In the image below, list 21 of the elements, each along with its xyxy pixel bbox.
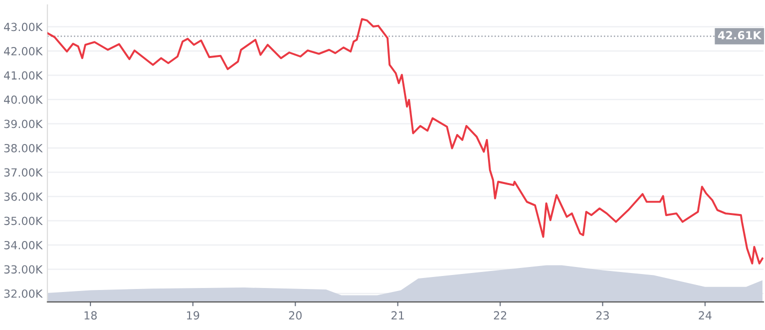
y-tick-label: 34.00K	[4, 240, 43, 250]
x-tick-label: 20	[289, 311, 302, 320]
y-tick-label: 39.00K	[4, 120, 43, 128]
x-tick-label: 18	[84, 311, 97, 320]
x-tick-label: 23	[596, 311, 609, 320]
y-tick-label: 43.00K	[4, 22, 43, 32]
y-tick-label: 38.00K	[4, 144, 43, 152]
x-tick-label: 22	[494, 311, 506, 320]
y-tick-label: 41.00K	[4, 71, 43, 80]
y-tick-label: 40.00K	[4, 95, 43, 104]
ref-line-label: 42.61K	[718, 31, 762, 40]
y-tick-label: 42.00K	[4, 46, 43, 56]
y-tick-label: 33.00K	[4, 265, 43, 274]
y-tick-label: 37.00K	[4, 168, 43, 177]
x-tick-label: 19	[187, 311, 200, 320]
x-tick-label: 24	[698, 311, 712, 320]
y-tick-label: 35.00K	[4, 216, 43, 226]
y-tick-label: 32.00K	[4, 289, 43, 298]
line-series	[47, 18, 764, 264]
y-tick-label: 36.00K	[4, 192, 43, 201]
x-tick-label: 21	[392, 311, 404, 320]
